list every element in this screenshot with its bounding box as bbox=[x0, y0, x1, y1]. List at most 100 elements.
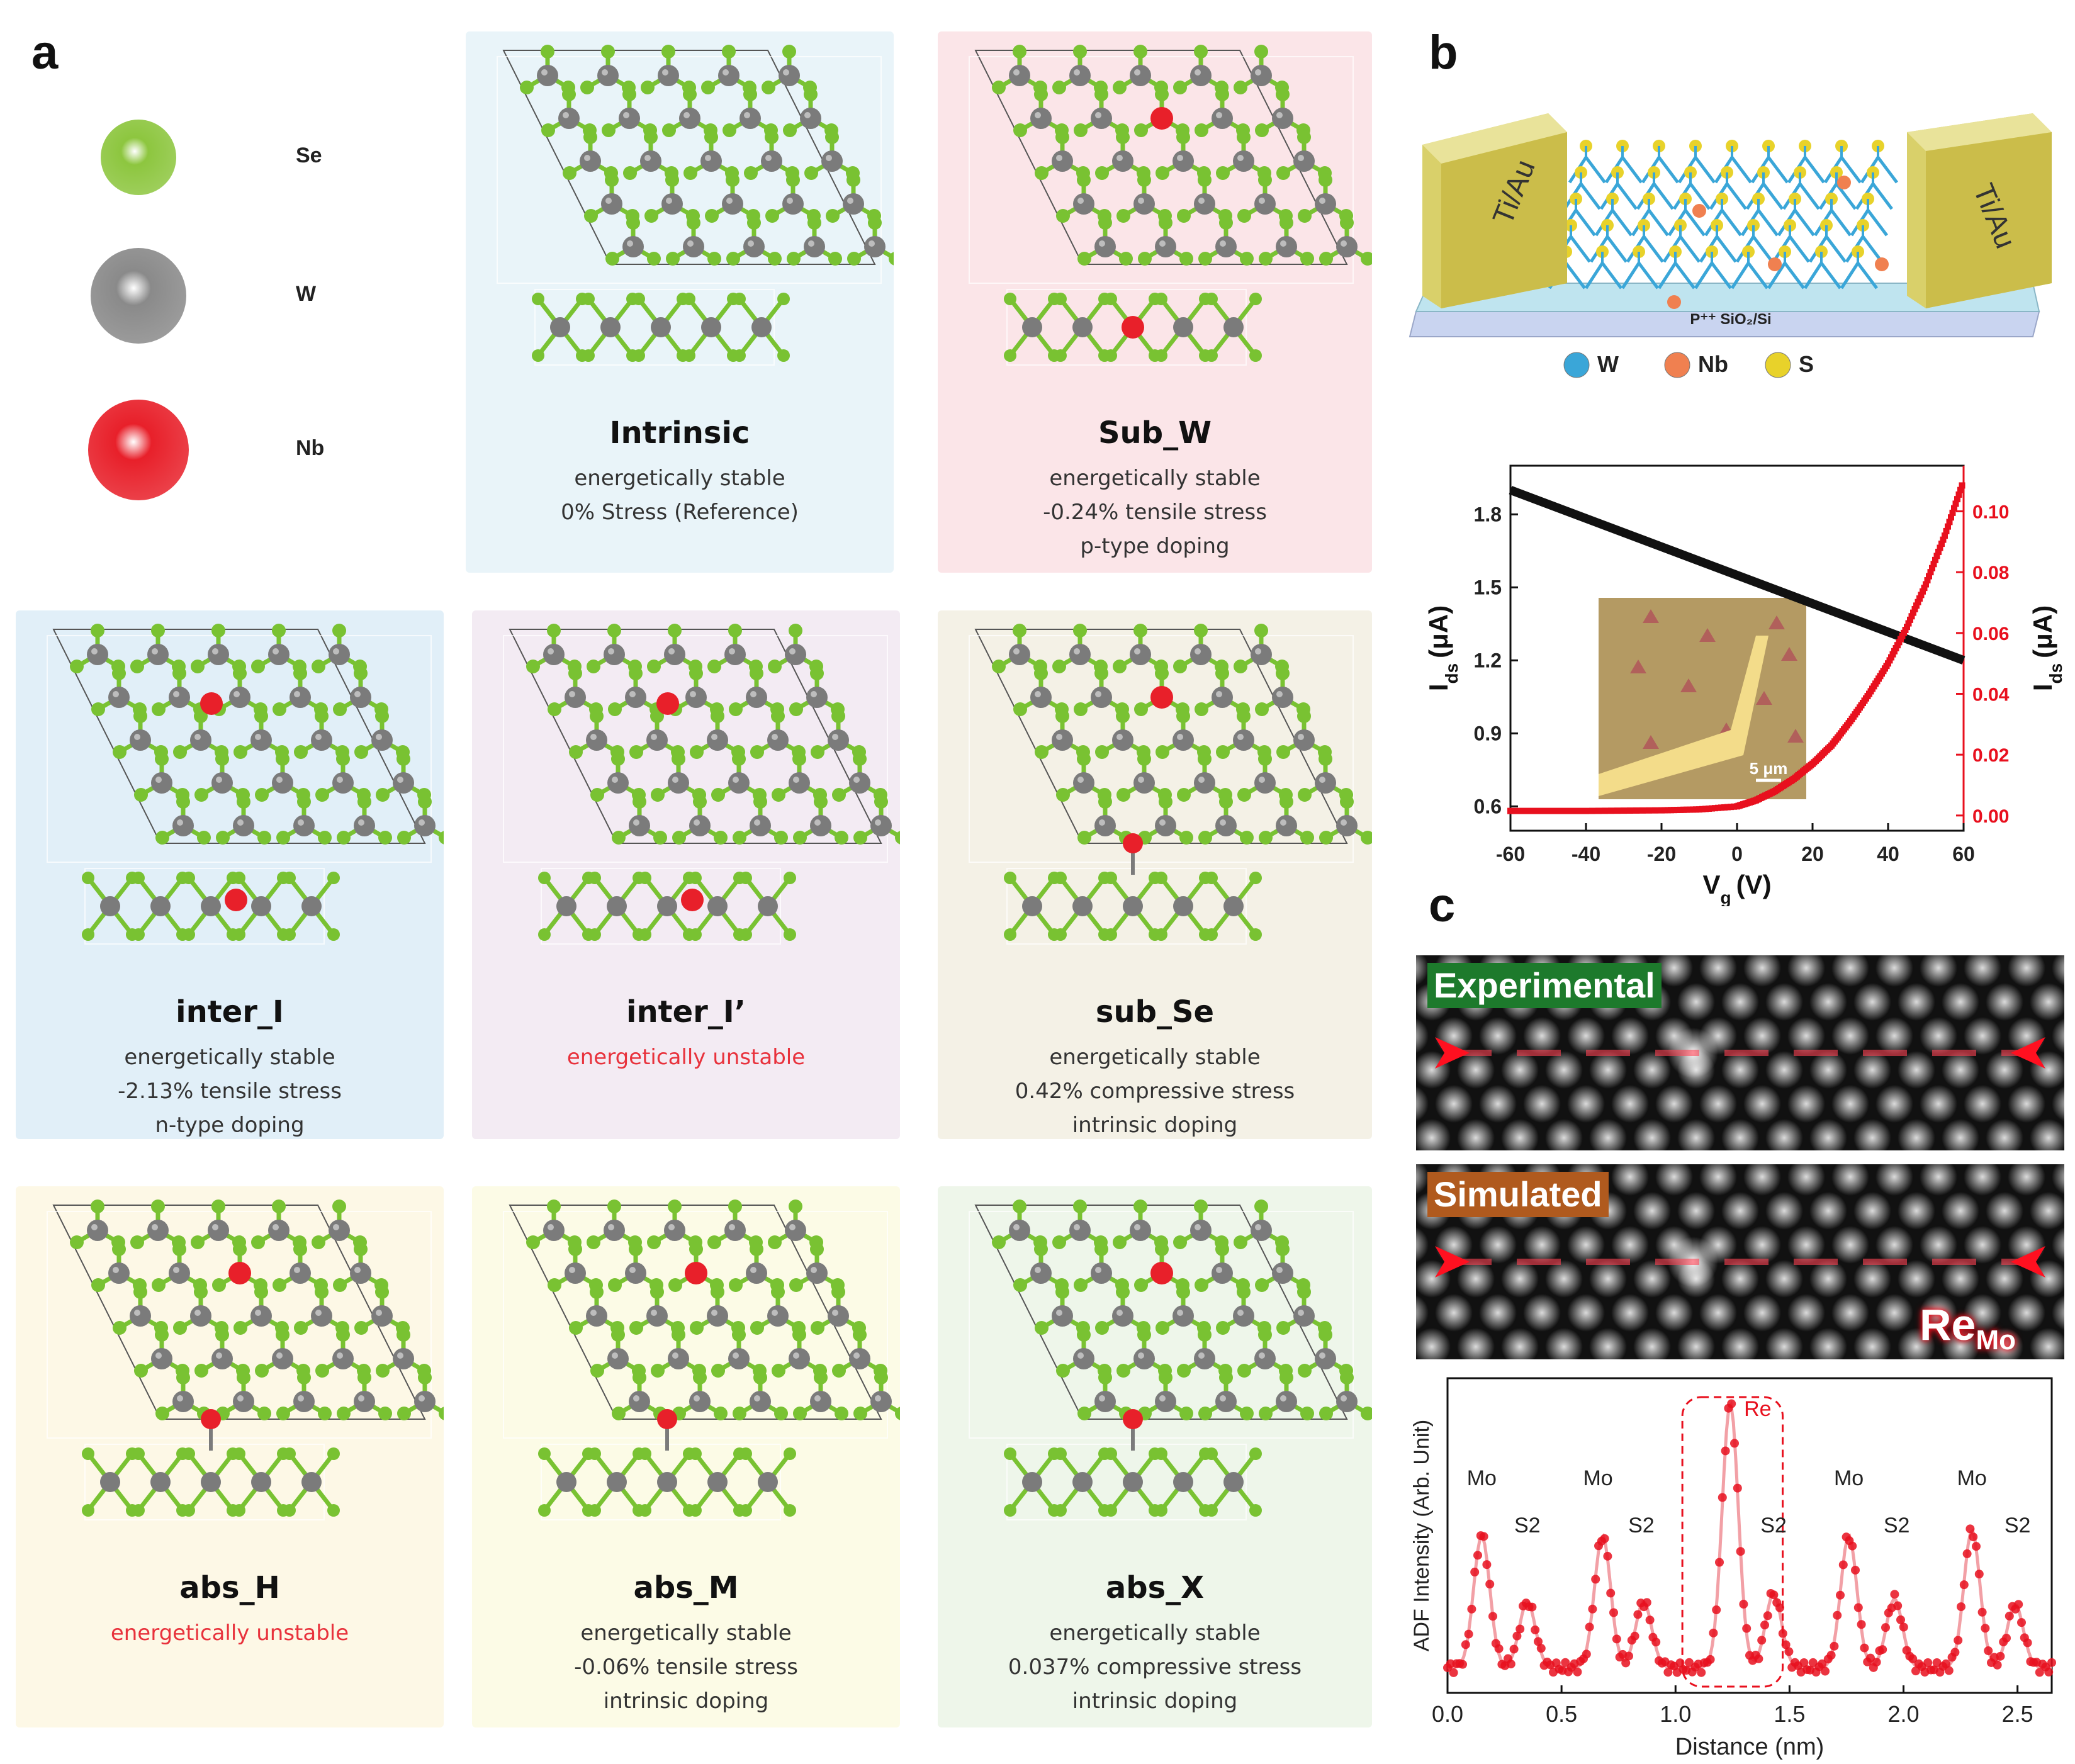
structure-description-line: n-type doping bbox=[155, 1113, 305, 1138]
dopant-label-main: Re bbox=[1920, 1300, 1976, 1349]
structure-card-intrinsic: Intrinsic energetically stable 0% Stress (… bbox=[466, 31, 894, 573]
profile-point bbox=[1449, 1668, 1458, 1677]
structure-title: abs_H bbox=[179, 1570, 280, 1605]
series-right-point bbox=[1570, 807, 1577, 814]
series-right-point bbox=[1908, 613, 1915, 620]
structure-description-line: intrinsic doping bbox=[603, 1688, 769, 1714]
series-right-point bbox=[1918, 592, 1925, 598]
profile-point bbox=[1757, 1636, 1767, 1645]
profile-point bbox=[1853, 1603, 1863, 1612]
profile-point bbox=[1633, 1610, 1643, 1619]
transfer-chart: -60 -40 -20 0 20 40 60 0.6 0.9 1.2 1.5 1.8 0.00 0.02 0… bbox=[1424, 464, 2066, 906]
profile-point bbox=[1473, 1551, 1482, 1560]
device-legend-w-sphere bbox=[1563, 352, 1590, 378]
profile-point bbox=[1899, 1622, 1908, 1632]
series-right-point bbox=[1916, 595, 1923, 602]
dopant-label-sub: Mo bbox=[1976, 1325, 2016, 1356]
structure-description-line: energetically stable bbox=[1049, 466, 1261, 491]
profile-point bbox=[1715, 1558, 1724, 1567]
left-contact: Ti/Au bbox=[1422, 113, 1567, 308]
series-right-point bbox=[1564, 807, 1570, 814]
profile-point bbox=[1733, 1483, 1742, 1493]
legend-w-sphere bbox=[91, 248, 186, 344]
series-right-point bbox=[1904, 624, 1910, 631]
profile-point bbox=[1781, 1640, 1791, 1649]
profile-point bbox=[1972, 1542, 1981, 1551]
profile-point bbox=[1860, 1643, 1869, 1653]
right-arrow bbox=[2011, 1246, 2045, 1278]
profile-point bbox=[2017, 1618, 2026, 1627]
y-right-tick-label: 0.08 bbox=[1972, 563, 2009, 583]
structure-title: inter_I’ bbox=[626, 994, 746, 1030]
profile-point bbox=[1984, 1646, 1993, 1656]
profile-point bbox=[2023, 1638, 2032, 1648]
profile-point bbox=[1515, 1624, 1525, 1634]
series-right-point bbox=[1921, 585, 1928, 592]
profile-point bbox=[1470, 1568, 1480, 1577]
profile-point bbox=[1730, 1439, 1739, 1448]
series-right-point bbox=[1589, 807, 1595, 814]
peak-annotation: Mo bbox=[1834, 1466, 1864, 1490]
profile-point bbox=[1769, 1590, 1779, 1600]
series-right-point bbox=[1924, 577, 1931, 584]
series-right-point bbox=[1639, 807, 1646, 814]
y-left-tick-label: 1.2 bbox=[1474, 649, 1502, 671]
profile-point bbox=[1482, 1560, 1492, 1570]
x-tick-label: 2.0 bbox=[1888, 1701, 1920, 1727]
profile-point bbox=[1464, 1629, 1473, 1639]
structure-title: abs_M bbox=[633, 1570, 739, 1605]
profile-point bbox=[1957, 1602, 1965, 1612]
profile-point bbox=[1908, 1654, 1918, 1663]
profile-point bbox=[1721, 1446, 1730, 1456]
profile-point bbox=[1826, 1651, 1836, 1660]
profile-point bbox=[1561, 1658, 1570, 1667]
x-tick-label: 0.0 bbox=[1432, 1701, 1463, 1727]
profile-point bbox=[1996, 1651, 2005, 1661]
legend-se-sphere bbox=[101, 120, 176, 195]
series-right-point bbox=[1507, 807, 1514, 814]
profile-point bbox=[1836, 1590, 1845, 1600]
series-right-point bbox=[1532, 807, 1539, 814]
y-left-tick-label: 0.9 bbox=[1474, 722, 1502, 744]
x-tick-label: 1.0 bbox=[1660, 1701, 1691, 1727]
structure-model bbox=[969, 1199, 1372, 1520]
y-right-tick-label: 0.04 bbox=[1972, 685, 2010, 705]
structure-description-line: intrinsic doping bbox=[1072, 1113, 1238, 1138]
peak-annotation: S2 bbox=[1628, 1514, 1655, 1537]
x-axis-label: Vg (V) bbox=[1702, 870, 1771, 906]
profile-point bbox=[1993, 1660, 2002, 1670]
profile-point bbox=[1609, 1608, 1618, 1617]
profile-point bbox=[1857, 1620, 1866, 1629]
profile-point bbox=[1621, 1658, 1631, 1668]
simulated-label: Simulated bbox=[1427, 1172, 1609, 1217]
series-left-line bbox=[1509, 486, 1965, 665]
profile-point bbox=[1893, 1601, 1903, 1610]
profile-point bbox=[1600, 1534, 1609, 1543]
device-legend-s-sphere bbox=[1765, 352, 1791, 378]
series-right-point bbox=[1926, 573, 1932, 580]
left-arrow bbox=[1435, 1037, 1470, 1069]
series-right-point bbox=[1551, 807, 1558, 814]
profile-point bbox=[1685, 1658, 1694, 1667]
profile-point bbox=[1645, 1615, 1655, 1625]
structure-model bbox=[969, 45, 1372, 366]
profile-point bbox=[1663, 1668, 1673, 1677]
y-right-tick-label: 0.06 bbox=[1972, 624, 2009, 644]
profile-point bbox=[1479, 1532, 1488, 1541]
x-tick-label: 20 bbox=[1801, 843, 1824, 865]
device-legend-s-label: S bbox=[1799, 351, 1814, 377]
device-schematic: Ti/Au Ti/Au P⁺⁺ SiO₂/Si bbox=[1409, 113, 2052, 337]
structure-stability-warning: energetically unstable bbox=[110, 1621, 349, 1646]
series-right-point bbox=[1942, 532, 1948, 539]
series-right-point bbox=[1945, 523, 1951, 530]
profile-point bbox=[1736, 1547, 1745, 1556]
profile-point bbox=[1950, 1648, 1960, 1657]
structure-model bbox=[503, 624, 900, 945]
structure-card-abs-x: abs_X energetically stable 0.037% compress… bbox=[938, 1186, 1372, 1727]
profile-point bbox=[1878, 1645, 1887, 1654]
profile-point bbox=[1651, 1638, 1661, 1647]
profile-point bbox=[1890, 1590, 1899, 1599]
series-right-point bbox=[1930, 561, 1937, 568]
profile-point bbox=[1965, 1524, 1975, 1534]
device-legend-w-label: W bbox=[1597, 351, 1619, 377]
